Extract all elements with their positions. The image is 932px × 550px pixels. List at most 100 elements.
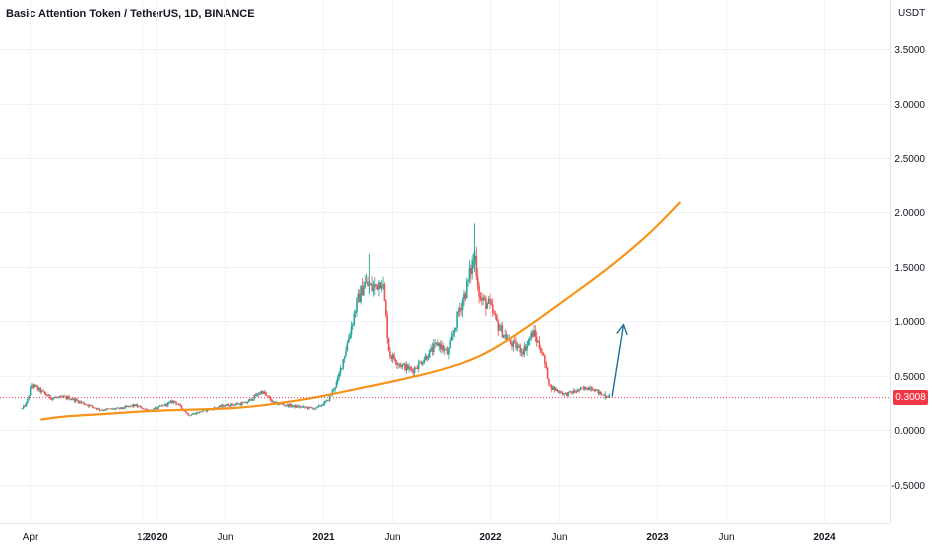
candle-body — [583, 387, 586, 389]
candle-body — [509, 338, 512, 344]
candle-body — [596, 389, 598, 391]
candle-body — [501, 325, 504, 338]
candle-body — [306, 407, 309, 409]
candle-body — [162, 405, 165, 407]
candle-body — [502, 335, 505, 338]
candle-body — [166, 402, 169, 406]
candle-body — [69, 399, 72, 400]
candle-body — [474, 255, 476, 260]
candle-body — [309, 406, 312, 408]
candle-body — [112, 408, 114, 410]
candle-body — [186, 412, 188, 414]
candle-body — [427, 357, 430, 360]
moving-average-line — [40, 201, 681, 421]
candle-body — [415, 367, 417, 369]
candle-body — [534, 330, 537, 337]
candle-body — [310, 407, 313, 409]
x-tick-label: Jun — [384, 532, 400, 543]
candle-body — [129, 405, 132, 407]
candle-body — [160, 405, 162, 407]
candle-body — [140, 406, 143, 409]
candle-body — [398, 364, 401, 366]
candle-body — [435, 342, 438, 344]
candle-body — [302, 406, 305, 408]
candle-body — [441, 345, 443, 350]
candle-body — [118, 407, 121, 409]
candle-body — [250, 398, 253, 401]
candle-body — [225, 404, 228, 406]
candle-body — [452, 333, 454, 337]
candle-body — [139, 406, 142, 408]
candle-body — [539, 348, 542, 353]
candle-body — [316, 406, 319, 408]
candle-body — [43, 391, 46, 394]
candle-body — [224, 405, 227, 407]
candle-body — [154, 407, 157, 409]
candle-body — [70, 399, 73, 400]
candle-body — [283, 404, 286, 406]
candle-body — [33, 384, 36, 387]
candle-body — [445, 349, 447, 351]
candle-body — [171, 400, 173, 404]
candle-body — [527, 340, 530, 345]
candle-body — [77, 400, 80, 404]
candle-body — [161, 405, 164, 407]
candle-body — [363, 287, 365, 296]
candle-body — [541, 352, 543, 354]
candle-body — [375, 284, 378, 285]
candle-body — [107, 408, 110, 410]
candle-body — [59, 396, 62, 397]
candle-body — [512, 340, 515, 347]
candle-body — [434, 342, 436, 344]
candle-body — [463, 293, 465, 301]
candle-body — [194, 413, 196, 415]
candle-body — [549, 384, 552, 386]
y-tick-label: 3.0000 — [894, 100, 925, 111]
candle-body — [176, 403, 179, 405]
candle-body — [116, 407, 118, 409]
candle-body — [254, 395, 257, 397]
candle-body — [88, 405, 91, 407]
candle-body — [87, 404, 90, 407]
candle-body — [36, 386, 39, 390]
candle-body — [142, 408, 144, 410]
candle-body — [29, 387, 32, 396]
candle-body — [582, 387, 585, 389]
candle-body — [245, 401, 247, 404]
candle-body — [342, 359, 345, 368]
candle-body — [420, 361, 423, 365]
y-tick-label: 1.5000 — [894, 263, 925, 274]
candle-body — [383, 284, 386, 301]
candle-body — [439, 343, 442, 350]
candle-body — [461, 300, 464, 310]
candle-body — [305, 407, 308, 409]
candle-body — [123, 408, 125, 410]
candle-body — [568, 391, 571, 392]
candle-body — [197, 412, 199, 414]
price-axis[interactable]: -0.5000 0.0000 0.5000 1.0000 1.5000 2.0000 2.5… — [890, 0, 926, 523]
candle-body — [214, 407, 217, 409]
candle-body — [317, 405, 320, 407]
candle-body — [524, 346, 527, 351]
candle-body — [131, 405, 133, 407]
candle-body — [271, 400, 273, 403]
candle-body — [526, 344, 528, 351]
candle-body — [339, 368, 342, 374]
candle-body — [294, 405, 297, 408]
candle-body — [289, 404, 291, 407]
candle-body — [513, 340, 516, 342]
candle-body — [437, 342, 439, 346]
candle-body — [516, 346, 519, 349]
candle-body — [72, 398, 74, 400]
candle-body — [542, 353, 545, 356]
candle-body — [496, 315, 498, 321]
candle-body — [409, 367, 412, 369]
candle-body — [387, 337, 390, 352]
candle-body — [587, 387, 590, 391]
candle-body — [349, 334, 351, 339]
candle-body — [371, 283, 373, 291]
candle-body — [338, 373, 340, 378]
candle-body — [31, 384, 33, 388]
